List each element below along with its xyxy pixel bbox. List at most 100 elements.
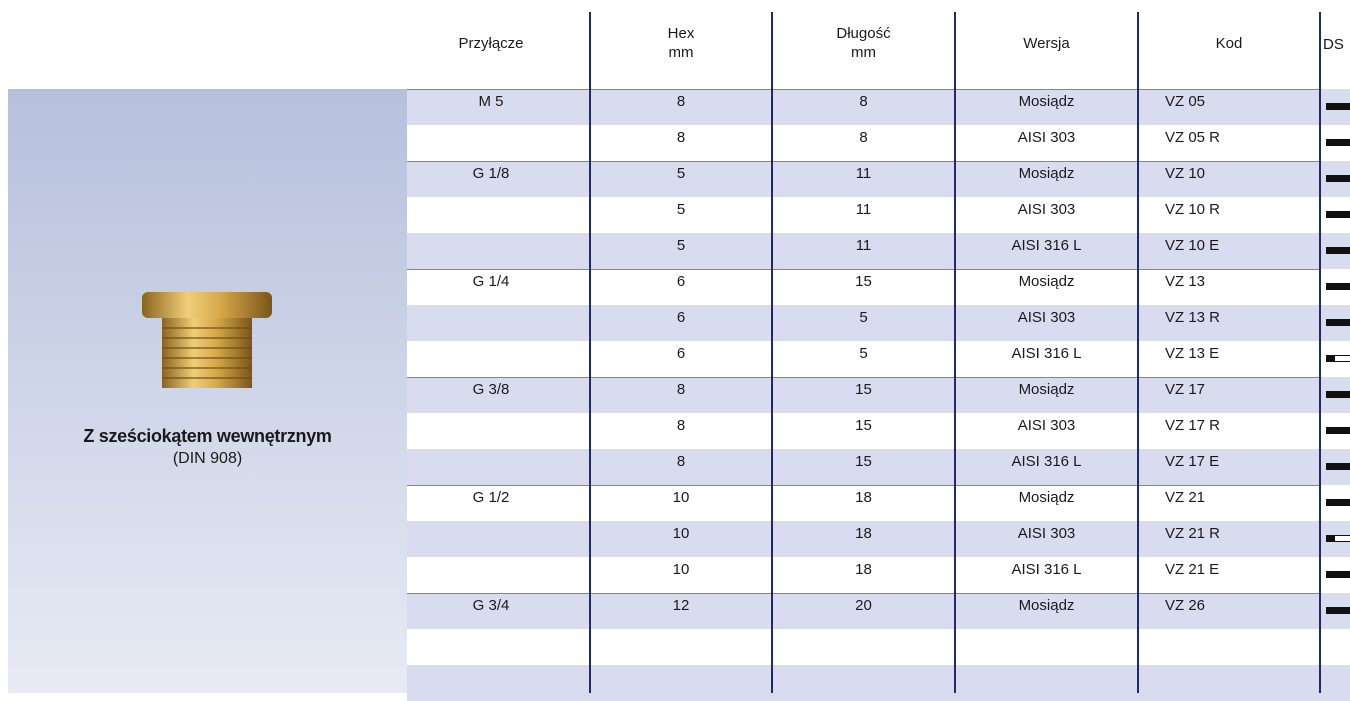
column-divider [1319, 12, 1321, 693]
cell: Mosiądz [1018, 165, 1075, 182]
cell: AISI 316 L [1011, 345, 1082, 362]
ds-icon [1326, 607, 1350, 614]
ds-icon-fill [1327, 536, 1335, 541]
cell: AISI 316 L [1011, 453, 1082, 470]
cell: VZ 26 [1165, 597, 1206, 614]
column-header: Przyłącze [458, 35, 524, 52]
column-header: Hex [667, 25, 695, 42]
cell: 15 [855, 273, 872, 290]
cell: VZ 10 R [1165, 201, 1221, 218]
row-shade [407, 521, 1350, 557]
ds-icon [1326, 247, 1350, 254]
cell: G 3/4 [472, 597, 510, 614]
group-separator [407, 161, 1320, 162]
cell: VZ 21 E [1165, 561, 1220, 578]
cell: 6 [676, 345, 686, 362]
cell: 15 [855, 381, 872, 398]
ds-icon [1326, 535, 1350, 542]
cell: 18 [855, 525, 872, 542]
row-shade [407, 305, 1350, 341]
cell: VZ 17 E [1165, 453, 1220, 470]
cell: Mosiądz [1018, 93, 1075, 110]
cell: VZ 05 R [1165, 129, 1221, 146]
cell: VZ 10 [1165, 165, 1206, 182]
ds-icon [1326, 427, 1350, 434]
cell: 12 [672, 597, 690, 614]
cell: 8 [676, 93, 686, 110]
cell: 8 [676, 129, 686, 146]
ds-icon [1326, 211, 1350, 218]
product-subtitle: (DIN 908) [172, 450, 243, 467]
row-shade [407, 233, 1350, 269]
cell: VZ 17 R [1165, 417, 1221, 434]
ds-icon [1326, 463, 1350, 470]
row-shade [407, 161, 1350, 197]
cell: VZ 05 [1165, 93, 1206, 110]
cell: VZ 17 [1165, 381, 1206, 398]
cell: AISI 316 L [1011, 561, 1082, 578]
cell: M 5 [478, 93, 504, 110]
group-separator [407, 377, 1320, 378]
ds-icon [1326, 319, 1350, 326]
cell: 10 [672, 561, 690, 578]
cell: VZ 13 E [1165, 345, 1220, 362]
row-shade [407, 449, 1350, 485]
cell: 8 [859, 93, 868, 110]
cell: VZ 21 [1165, 489, 1206, 506]
cell: 5 [859, 345, 868, 362]
ds-icon [1326, 283, 1350, 290]
cell: G 1/2 [472, 489, 510, 506]
ds-icon [1326, 355, 1350, 362]
ds-icon [1326, 103, 1350, 110]
row-shade [407, 89, 1350, 125]
cell: VZ 10 E [1165, 237, 1220, 254]
cell: G 3/8 [472, 381, 510, 398]
product-panel [8, 89, 407, 693]
cell: Mosiądz [1018, 597, 1075, 614]
cell: 11 [855, 237, 872, 254]
column-header: Długość [836, 25, 891, 42]
cell: 11 [855, 201, 872, 218]
cell: AISI 303 [1017, 129, 1076, 146]
cell: AISI 303 [1017, 201, 1076, 218]
cell: VZ 13 R [1165, 309, 1221, 326]
column-header: DS [1323, 36, 1344, 53]
cell: 8 [676, 381, 686, 398]
cell: AISI 316 L [1011, 237, 1082, 254]
group-separator [407, 485, 1320, 486]
cell: 8 [676, 453, 686, 470]
column-header: Kod [1215, 35, 1243, 52]
ds-icon [1326, 175, 1350, 182]
group-separator [407, 593, 1320, 594]
group-separator [407, 269, 1320, 270]
product-image [142, 292, 272, 388]
cell: 20 [855, 597, 872, 614]
cell: VZ 13 [1165, 273, 1206, 290]
cell: 6 [676, 273, 686, 290]
product-title: Z sześciokątem wewnętrznym [83, 426, 332, 446]
cell: 15 [855, 417, 872, 434]
row-shade [407, 377, 1350, 413]
cell: G 1/8 [472, 165, 510, 182]
cell: 18 [855, 489, 872, 506]
cell: AISI 303 [1017, 417, 1076, 434]
cell: 8 [859, 129, 868, 146]
ds-icon [1326, 139, 1350, 146]
row-shade [407, 665, 1350, 701]
column-divider [1137, 12, 1139, 693]
column-header: mm [668, 44, 694, 61]
cell: 8 [676, 417, 686, 434]
column-header: mm [851, 44, 876, 61]
cell: 5 [676, 237, 686, 254]
cell: G 1/4 [472, 273, 510, 290]
group-separator [407, 89, 1320, 90]
cell: AISI 303 [1017, 525, 1076, 542]
row-shade [407, 593, 1350, 629]
cell: 18 [855, 561, 872, 578]
ds-icon [1326, 499, 1350, 506]
ds-icon [1326, 391, 1350, 398]
cell: Mosiądz [1018, 273, 1075, 290]
cell: 11 [855, 165, 872, 182]
cell: Mosiądz [1018, 489, 1075, 506]
